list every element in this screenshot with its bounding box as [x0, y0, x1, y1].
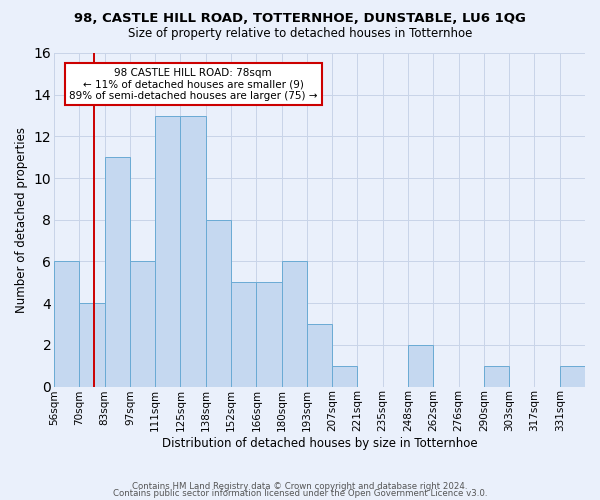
Bar: [332, 366, 358, 386]
Text: Size of property relative to detached houses in Totternhoe: Size of property relative to detached ho…: [128, 28, 472, 40]
Bar: [130, 262, 155, 386]
Bar: [54, 262, 79, 386]
Bar: [307, 324, 332, 386]
Y-axis label: Number of detached properties: Number of detached properties: [15, 127, 28, 313]
Bar: [104, 157, 130, 386]
Bar: [79, 303, 104, 386]
Text: Contains HM Land Registry data © Crown copyright and database right 2024.: Contains HM Land Registry data © Crown c…: [132, 482, 468, 491]
Bar: [206, 220, 231, 386]
Bar: [231, 282, 256, 387]
Text: Contains public sector information licensed under the Open Government Licence v3: Contains public sector information licen…: [113, 490, 487, 498]
Bar: [560, 366, 585, 386]
Bar: [484, 366, 509, 386]
Bar: [181, 116, 206, 386]
Bar: [281, 262, 307, 386]
Bar: [408, 345, 433, 387]
X-axis label: Distribution of detached houses by size in Totternhoe: Distribution of detached houses by size …: [162, 437, 478, 450]
Bar: [155, 116, 181, 386]
Text: 98, CASTLE HILL ROAD, TOTTERNHOE, DUNSTABLE, LU6 1QG: 98, CASTLE HILL ROAD, TOTTERNHOE, DUNSTA…: [74, 12, 526, 26]
Bar: [256, 282, 281, 387]
Text: 98 CASTLE HILL ROAD: 78sqm
← 11% of detached houses are smaller (9)
89% of semi-: 98 CASTLE HILL ROAD: 78sqm ← 11% of deta…: [69, 68, 317, 101]
